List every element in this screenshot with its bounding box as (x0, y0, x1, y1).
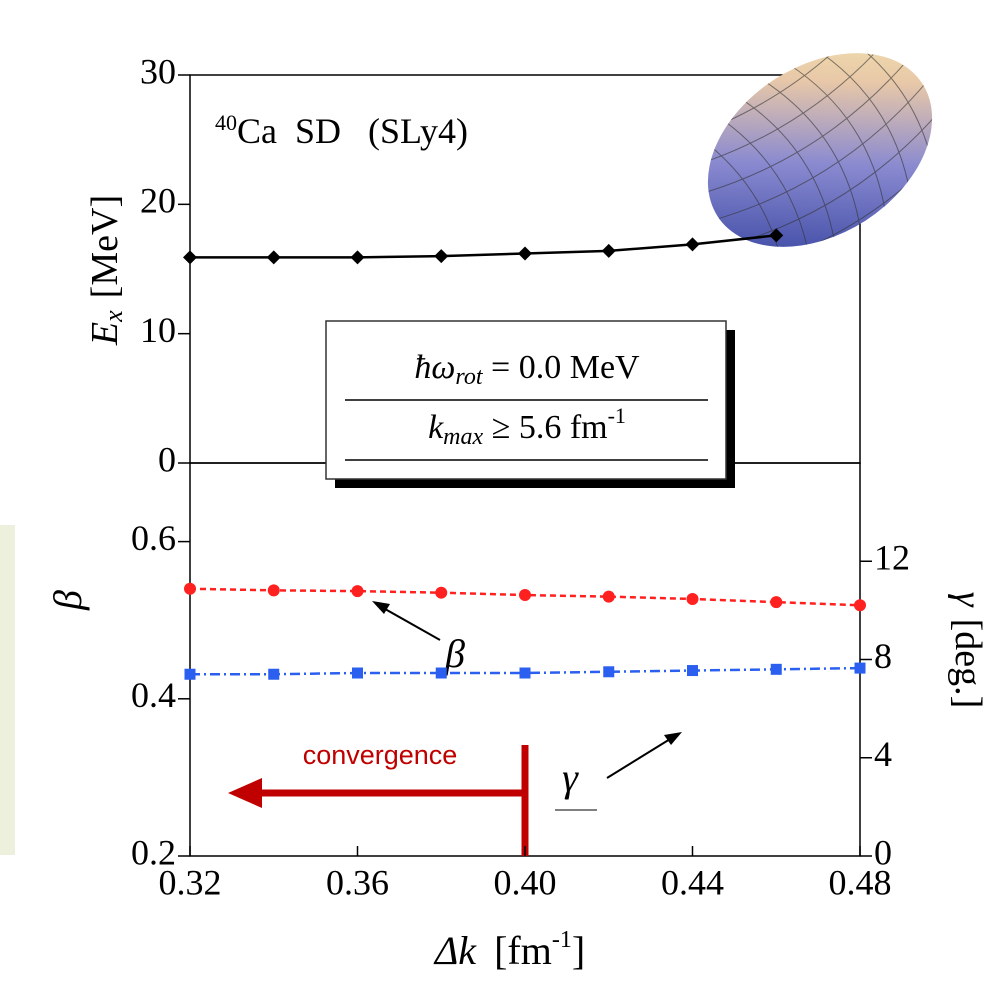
box-sub: rot (455, 364, 483, 390)
marker (770, 596, 783, 609)
annotation: 40Ca SD (SLy4) (215, 110, 468, 151)
beta-note: β (372, 601, 465, 676)
marker (435, 667, 447, 679)
y2-label-symbol: γ (947, 592, 989, 608)
y2-tick-label: 8 (874, 636, 892, 676)
annotation-text: Ca SD (SLy4) (237, 111, 468, 151)
marker (601, 243, 616, 258)
marker (266, 250, 281, 265)
y2-axis-label: γ [deg.] (947, 592, 989, 709)
marker (854, 599, 866, 612)
series-line (190, 234, 777, 259)
x-label-unit: [fm (494, 928, 552, 973)
x-label-symbol: Δk (433, 928, 477, 973)
mass-number: 40 (215, 110, 237, 135)
y2-tick-label: 4 (874, 734, 892, 774)
x-tick-label: 0.44 (661, 862, 724, 902)
y-tick-label: 0.6 (131, 518, 176, 558)
marker (770, 663, 782, 675)
x-tick-label: 0.48 (829, 862, 892, 902)
x-tick-label: 0.32 (159, 862, 222, 902)
marker (687, 665, 698, 677)
y-tick-label: 20 (140, 181, 176, 221)
marker (769, 228, 784, 243)
x-label-sup: -1 (552, 927, 572, 953)
marker (603, 666, 615, 678)
marker (351, 585, 364, 598)
gamma-annotation: γ (562, 755, 579, 800)
marker (435, 586, 448, 599)
marker (685, 237, 700, 252)
x-tick-label: 0.36 (326, 862, 389, 902)
x-axis-label: Δk [fm-1] (433, 927, 585, 974)
marker (854, 662, 866, 674)
marker (519, 589, 531, 602)
legend-box: ħωrot = 0.0 MeV kmax ≥ 5.6 fm-1 (325, 320, 735, 488)
y-axis-label: Ex [MeV] (84, 195, 128, 346)
y-tick-label: 10 (140, 310, 176, 350)
marker (686, 592, 699, 605)
y-label-symbol: E (84, 322, 126, 346)
box-symbol: k (428, 409, 444, 446)
side-panel (0, 525, 15, 855)
beta-annotation: β (444, 631, 465, 676)
marker (602, 590, 615, 603)
box-line: ħωrot = 0.0 MeV (414, 349, 640, 390)
marker (518, 246, 532, 261)
x-tick-label: 0.40 (494, 862, 557, 902)
box-symbol: ħω (414, 349, 455, 386)
marker (184, 668, 196, 680)
convergence-head (228, 778, 262, 808)
y2-tick-label: 0 (874, 832, 892, 872)
gamma-note: γ (555, 732, 682, 811)
y-label-sub: x (99, 310, 128, 323)
marker (434, 249, 449, 264)
marker (268, 668, 280, 680)
convergence-label: convergence (303, 740, 458, 770)
marker (184, 582, 196, 595)
box-text: ≥ 5.6 fm (483, 409, 607, 446)
marker (519, 667, 531, 679)
y-tick-label: 30 (140, 51, 176, 91)
box-line: kmax ≥ 5.6 fm-1 (428, 403, 626, 449)
y-tick-label: 0 (158, 439, 176, 479)
convergence-arrow: convergence (228, 740, 529, 856)
box-sup: -1 (608, 403, 626, 428)
x-label-unit-end: ] (572, 928, 585, 973)
box-sub: max (443, 424, 483, 450)
marker (352, 667, 363, 679)
marker (350, 250, 365, 265)
ellipsoid (671, 13, 963, 281)
marker (267, 584, 280, 597)
box-text: = 0.0 MeV (483, 349, 640, 386)
y-tick-label: 0.4 (131, 675, 176, 715)
y-tick-label: 0.2 (131, 832, 176, 872)
y2-label-unit: [deg.] (947, 619, 989, 709)
marker (183, 250, 197, 265)
y2-tick-label: 12 (874, 538, 910, 578)
y-label-unit: [MeV] (84, 195, 126, 298)
y-axis-label: β (45, 590, 90, 611)
